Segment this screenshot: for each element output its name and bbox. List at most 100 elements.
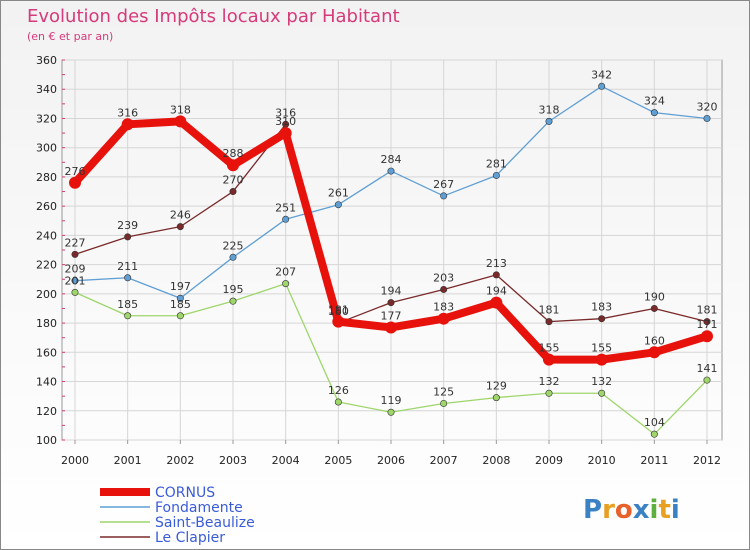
y-tick-label: 180 bbox=[36, 317, 57, 330]
chart-title: Evolution des Impôts locaux par Habitant bbox=[27, 6, 400, 27]
data-point bbox=[492, 394, 500, 402]
chart-subtitle: (en € et par an) bbox=[27, 30, 113, 43]
data-label: 225 bbox=[223, 239, 244, 252]
data-label: 209 bbox=[65, 263, 86, 276]
x-tick-label: 2012 bbox=[693, 454, 721, 467]
data-point bbox=[650, 430, 658, 438]
data-point bbox=[545, 389, 553, 397]
data-label: 185 bbox=[170, 298, 191, 311]
data-point bbox=[598, 82, 606, 90]
data-label: 246 bbox=[170, 209, 191, 222]
y-tick-label: 300 bbox=[36, 142, 57, 155]
data-point bbox=[701, 330, 713, 343]
data-point bbox=[69, 176, 81, 189]
data-label: 190 bbox=[644, 290, 665, 303]
data-label: 270 bbox=[223, 174, 244, 187]
data-point bbox=[71, 250, 79, 258]
data-label: 132 bbox=[539, 375, 560, 388]
data-label: 181 bbox=[328, 304, 349, 317]
data-point bbox=[176, 294, 184, 302]
logo-letter: i bbox=[650, 495, 659, 525]
logo-letter: t bbox=[658, 495, 670, 525]
data-label: 155 bbox=[591, 342, 612, 355]
y-tick-label: 260 bbox=[36, 200, 57, 213]
legend-label: Le Clapier bbox=[155, 530, 225, 546]
data-point bbox=[124, 274, 132, 282]
y-tick-label: 100 bbox=[36, 434, 57, 447]
data-point bbox=[703, 318, 711, 326]
data-point bbox=[598, 389, 606, 397]
data-label: 132 bbox=[591, 375, 612, 388]
data-label: 195 bbox=[223, 283, 244, 296]
legend-label: CORNUS bbox=[155, 485, 215, 501]
logo-text: Proxiti bbox=[583, 495, 680, 525]
x-tick-label: 2011 bbox=[640, 454, 668, 467]
data-label: 320 bbox=[697, 100, 718, 113]
x-tick-label: 2002 bbox=[166, 454, 194, 467]
data-point bbox=[595, 353, 608, 366]
x-tick-label: 2008 bbox=[482, 454, 510, 467]
data-label: 203 bbox=[433, 271, 454, 284]
x-tick-label: 2000 bbox=[61, 454, 89, 467]
logo-letter: o bbox=[615, 495, 633, 525]
labels-layer: 227 239 246 270 316 180 194 203 213 181 183 190 181 2… bbox=[65, 68, 718, 429]
data-label: 276 bbox=[65, 165, 86, 178]
legend-label: Saint-Beaulize bbox=[155, 515, 255, 531]
axis-layer: 100 120 140 160 180 200 220 240 260 280 300 320 340 3… bbox=[36, 54, 721, 467]
data-label: 239 bbox=[117, 219, 138, 232]
data-point bbox=[440, 285, 448, 293]
data-label: 177 bbox=[381, 309, 402, 322]
data-point bbox=[703, 114, 711, 122]
data-label: 194 bbox=[381, 285, 402, 298]
data-point bbox=[440, 192, 448, 200]
x-tick-label: 2010 bbox=[588, 454, 616, 467]
data-point bbox=[176, 223, 184, 231]
logo-letter: x bbox=[633, 495, 650, 525]
data-label: 160 bbox=[644, 334, 665, 347]
data-label: 267 bbox=[433, 178, 454, 191]
y-tick-label: 240 bbox=[36, 229, 57, 242]
data-point bbox=[385, 321, 397, 334]
data-point bbox=[71, 277, 79, 285]
x-tick-label: 2004 bbox=[272, 454, 300, 467]
data-point bbox=[650, 304, 658, 312]
data-point bbox=[437, 312, 450, 325]
data-label: 213 bbox=[486, 257, 507, 270]
data-label: 126 bbox=[328, 384, 349, 397]
y-tick-label: 200 bbox=[36, 288, 57, 301]
data-label: 281 bbox=[486, 157, 507, 170]
proxiti-logo: Proxiti bbox=[583, 495, 680, 525]
data-label: 185 bbox=[117, 298, 138, 311]
logo-letter: P bbox=[583, 495, 602, 525]
data-label: 104 bbox=[644, 416, 665, 429]
y-tick-label: 340 bbox=[36, 83, 57, 96]
data-label: 125 bbox=[433, 385, 454, 398]
data-point bbox=[229, 253, 237, 261]
data-point bbox=[282, 215, 290, 223]
data-point bbox=[124, 233, 132, 241]
data-label: 316 bbox=[117, 106, 138, 119]
data-label: 183 bbox=[433, 301, 454, 314]
data-point bbox=[543, 353, 555, 366]
data-label: 180 bbox=[328, 305, 349, 318]
x-tick-label: 2003 bbox=[219, 454, 247, 467]
data-point bbox=[387, 408, 395, 416]
data-point bbox=[387, 167, 395, 175]
data-label: 318 bbox=[170, 103, 191, 116]
data-point bbox=[545, 318, 553, 326]
data-label: 129 bbox=[486, 380, 507, 393]
data-point bbox=[440, 399, 448, 407]
data-label: 310 bbox=[275, 115, 296, 128]
data-label: 181 bbox=[539, 304, 560, 317]
data-point bbox=[121, 118, 134, 131]
data-point bbox=[124, 312, 132, 320]
data-point bbox=[71, 288, 79, 296]
data-point bbox=[545, 117, 553, 125]
data-point bbox=[490, 296, 503, 309]
data-label: 155 bbox=[539, 342, 560, 355]
data-point bbox=[279, 127, 292, 140]
data-point bbox=[703, 376, 711, 384]
